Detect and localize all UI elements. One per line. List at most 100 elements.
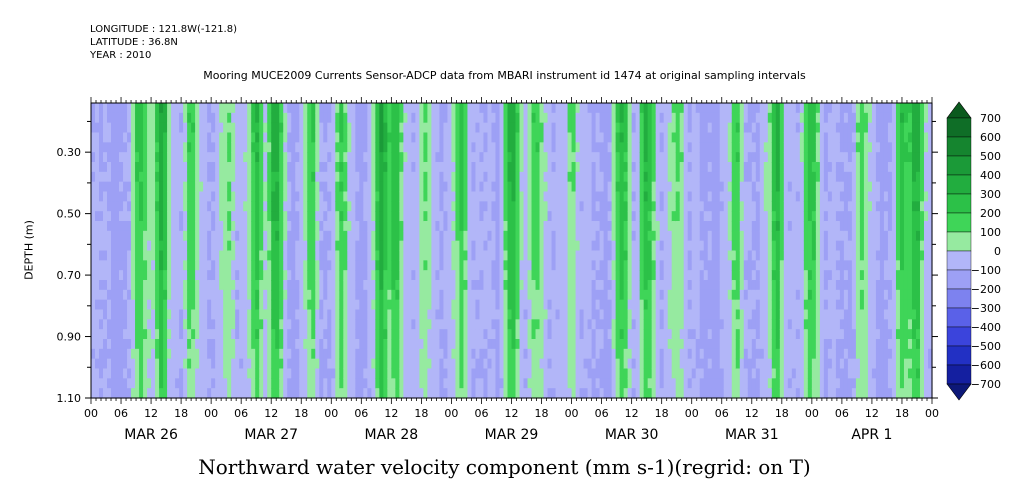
heatmap-cell xyxy=(475,348,481,360)
heatmap-cell xyxy=(419,221,424,232)
heatmap-cell xyxy=(135,142,140,153)
heatmap-cell xyxy=(163,162,168,173)
heatmap-cell xyxy=(639,132,645,143)
heatmap-cell xyxy=(387,329,392,340)
heatmap-cell xyxy=(547,319,553,330)
heatmap-cell xyxy=(231,103,236,114)
heatmap-cell xyxy=(603,348,609,360)
heatmap-cell xyxy=(195,280,200,291)
heatmap-cell xyxy=(219,348,224,360)
heatmap-cell xyxy=(531,240,537,252)
heatmap-cell xyxy=(239,348,244,360)
heatmap-cell xyxy=(707,289,713,301)
heatmap-cell xyxy=(631,103,637,114)
heatmap-cell xyxy=(683,181,689,193)
heatmap-cell xyxy=(751,181,757,193)
heatmap-cell xyxy=(219,171,224,183)
heatmap-cell xyxy=(303,250,308,261)
heatmap-cell xyxy=(139,250,144,261)
heatmap-cell xyxy=(383,181,388,193)
heatmap-cell xyxy=(319,142,324,153)
heatmap-cell xyxy=(531,181,537,193)
heatmap-cell xyxy=(703,358,709,370)
heatmap-cell xyxy=(247,358,252,370)
heatmap-cell xyxy=(731,103,737,114)
heatmap-cell xyxy=(431,378,436,389)
heatmap-cell xyxy=(515,289,521,301)
heatmap-cell xyxy=(175,230,180,242)
heatmap-cell xyxy=(291,201,296,212)
heatmap-cell xyxy=(175,309,180,320)
heatmap-cell xyxy=(735,230,741,242)
heatmap-cell xyxy=(703,162,709,173)
heatmap-cell xyxy=(127,280,132,291)
heatmap-cell xyxy=(527,201,533,212)
heatmap-cell xyxy=(123,122,128,134)
heatmap-cell xyxy=(471,171,477,183)
heatmap-cell xyxy=(247,339,252,350)
heatmap-cell xyxy=(603,309,609,320)
heatmap-cell xyxy=(139,103,144,114)
heatmap-cell xyxy=(267,142,272,153)
heatmap-cell xyxy=(699,122,705,134)
heatmap-cell xyxy=(591,348,597,360)
heatmap-cell xyxy=(527,122,533,134)
heatmap-cell xyxy=(507,348,513,360)
heatmap-cell xyxy=(423,250,428,261)
heatmap-cell xyxy=(747,181,753,193)
heatmap-cell xyxy=(243,191,248,202)
heatmap-cell xyxy=(435,162,441,173)
heatmap-cell xyxy=(155,378,160,389)
heatmap-cell xyxy=(435,230,441,242)
heatmap-cell xyxy=(167,103,172,114)
heatmap-cell xyxy=(199,112,204,124)
heatmap-cell xyxy=(635,309,641,320)
heatmap-cell xyxy=(335,348,340,360)
heatmap-cell xyxy=(515,132,521,143)
heatmap-cell xyxy=(279,270,284,281)
heatmap-cell xyxy=(659,191,665,202)
heatmap-cell xyxy=(387,250,392,261)
heatmap-cell xyxy=(215,250,220,261)
heatmap-cell xyxy=(739,358,745,370)
heatmap-cell xyxy=(643,221,649,232)
heatmap-cell xyxy=(251,230,256,242)
heatmap-cell xyxy=(451,240,457,252)
heatmap-cell xyxy=(275,230,280,242)
heatmap-cell xyxy=(711,388,717,399)
heatmap-cell xyxy=(167,329,172,340)
heatmap-cell xyxy=(479,378,485,389)
heatmap-cell xyxy=(519,348,525,360)
heatmap-cell xyxy=(127,152,132,163)
heatmap-cell xyxy=(235,191,240,202)
heatmap-cell xyxy=(275,319,280,330)
heatmap-cell xyxy=(407,211,412,222)
heatmap-cell xyxy=(271,122,276,134)
heatmap-cell xyxy=(555,339,561,350)
heatmap-cell xyxy=(659,299,665,311)
heatmap-cell xyxy=(151,250,156,261)
heatmap-cell xyxy=(343,112,348,124)
heatmap-cell xyxy=(199,132,204,143)
heatmap-cell xyxy=(103,181,108,193)
heatmap-cell xyxy=(675,260,681,271)
heatmap-cell xyxy=(583,280,589,291)
heatmap-cell xyxy=(471,162,477,173)
heatmap-cell xyxy=(331,280,336,291)
heatmap-cell xyxy=(647,142,653,153)
heatmap-cell xyxy=(411,152,416,163)
heatmap-cell xyxy=(423,132,428,143)
heatmap-cell xyxy=(375,250,380,261)
heatmap-cell xyxy=(567,260,573,271)
heatmap-cell xyxy=(99,368,104,379)
heatmap-cell xyxy=(327,368,332,379)
heatmap-cell xyxy=(99,240,104,252)
heatmap-cell xyxy=(99,289,104,301)
heatmap-cell xyxy=(399,103,404,114)
heatmap-cell xyxy=(231,191,236,202)
heatmap-cell xyxy=(147,368,152,379)
heatmap-cell xyxy=(347,201,352,212)
heatmap-cell xyxy=(483,280,489,291)
heatmap-cell xyxy=(479,191,485,202)
heatmap-cell xyxy=(163,319,168,330)
